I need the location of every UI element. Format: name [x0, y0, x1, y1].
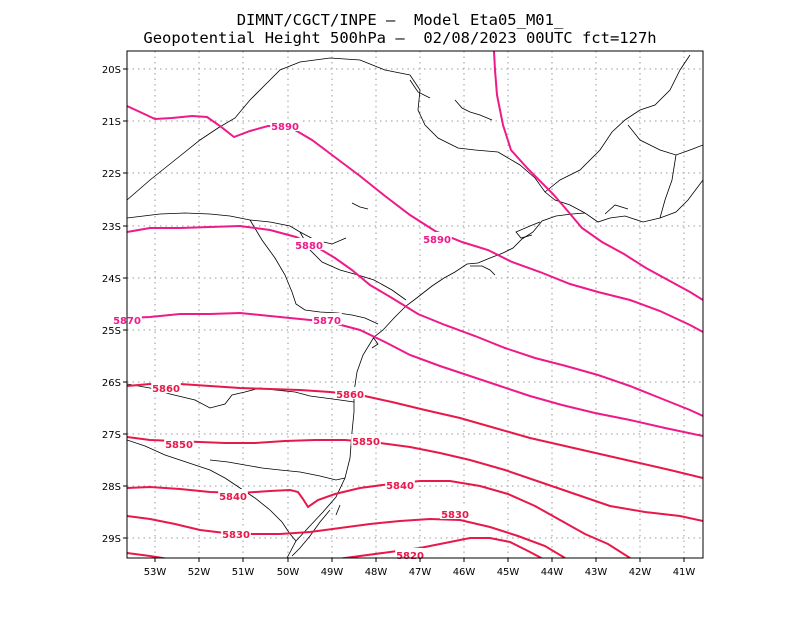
lat-tick-label: 20S	[102, 65, 121, 76]
lon-tick-label: 50W	[277, 567, 300, 578]
contour-5890-north	[493, 51, 703, 301]
contour-label: 5860	[336, 390, 364, 401]
contour-label-bg	[270, 119, 300, 131]
lon-tick-label: 43W	[585, 567, 608, 578]
contour-label: 5850	[165, 440, 193, 451]
lon-tick-label: 42W	[629, 567, 652, 578]
contour-label-bg	[395, 548, 425, 560]
contour-5840	[127, 480, 631, 558]
lon-tick-label: 47W	[409, 567, 432, 578]
lat-tick-label: 27S	[102, 430, 121, 441]
lat-tick-label: 28S	[102, 482, 121, 493]
contour-5820	[127, 552, 169, 558]
contour-label: 5830	[441, 510, 469, 521]
lat-tick-label: 29S	[102, 534, 121, 545]
longitude-tick-labels: 53W 52W 51W 50W 49W 48W 47W 46W 45W 44W 43W 42W 41W	[144, 567, 696, 578]
contour-label-bg	[164, 437, 194, 449]
coastline	[286, 179, 703, 558]
contour-5860	[127, 383, 703, 479]
contour-5870	[127, 311, 703, 437]
lon-tick-label: 51W	[232, 567, 255, 578]
lon-tick-label: 46W	[453, 567, 476, 578]
lat-tick-label: 24S	[102, 274, 121, 285]
contour-label: 5890	[423, 235, 451, 246]
contour-label-bg	[151, 381, 181, 393]
contour-5890-south	[127, 105, 703, 333]
contour-label: 5840	[219, 492, 247, 503]
lon-tick-label: 41W	[673, 567, 696, 578]
contour-label: 5820	[396, 551, 424, 562]
contour-5830	[127, 515, 566, 558]
contour-5850	[127, 436, 703, 522]
contour-label-bg	[422, 232, 452, 244]
axis-ticks	[123, 68, 685, 562]
contour-label: 5840	[386, 481, 414, 492]
contour-5880	[127, 224, 703, 417]
lat-tick-label: 23S	[102, 222, 121, 233]
latitude-tick-labels: 20S 21S 22S 23S 24S 25S 26S 27S 28S 29S	[102, 65, 121, 545]
title-line-2: Geopotential Height 500hPa — 02/08/2023 …	[143, 29, 657, 47]
title-line-1: DIMNT/CGCT/INPE — Model Eta05_M01_	[236, 11, 564, 29]
lat-tick-label: 21S	[102, 117, 121, 128]
contour-label-bg	[312, 313, 342, 325]
contour-label-bg	[440, 507, 470, 519]
contour-label: 5880	[295, 241, 323, 252]
lon-tick-label: 53W	[144, 567, 167, 578]
contour-label-bg	[385, 478, 415, 490]
coastline-borders	[127, 54, 703, 558]
lon-tick-label: 49W	[321, 567, 344, 578]
lon-tick-label: 48W	[365, 567, 388, 578]
contour-label-bg	[351, 434, 381, 446]
contour-label: 5870	[313, 316, 341, 327]
contour-5820b	[337, 537, 544, 558]
map-frame	[126, 50, 704, 559]
contour-label: 5860	[152, 384, 180, 395]
lon-tick-label: 45W	[497, 567, 520, 578]
lat-tick-label: 26S	[102, 378, 121, 389]
contour-label-bg	[218, 489, 248, 501]
contour-label-bg	[335, 387, 365, 399]
lon-tick-label: 44W	[541, 567, 564, 578]
lat-tick-label: 25S	[102, 326, 121, 337]
contour-label: 5890	[271, 122, 299, 133]
lat-tick-label: 22S	[102, 169, 121, 180]
lon-tick-label: 52W	[188, 567, 211, 578]
contour-label-bg	[294, 238, 324, 250]
contour-label: 5850	[352, 437, 380, 448]
contour-label-bg	[221, 527, 251, 539]
contour-label: 5830	[222, 530, 250, 541]
